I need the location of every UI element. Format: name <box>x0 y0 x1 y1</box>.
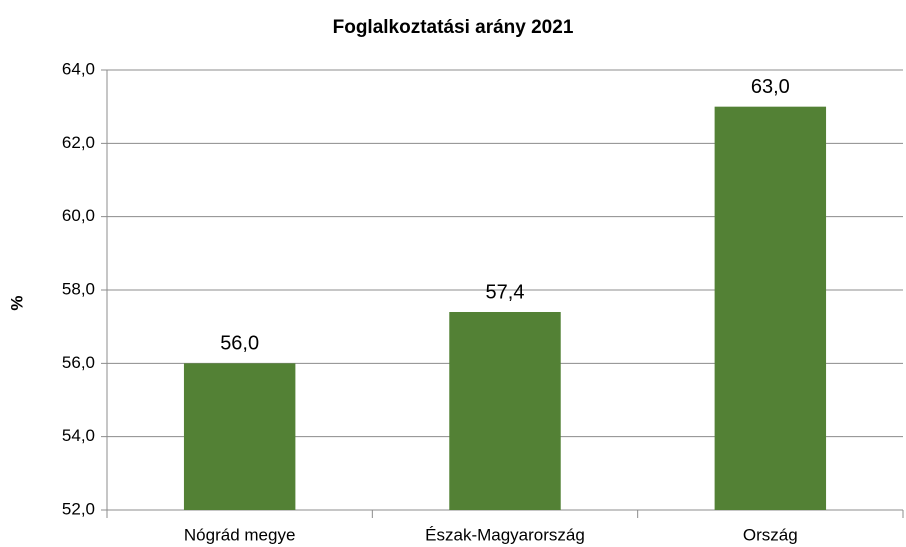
y-axis-label: % <box>7 295 26 310</box>
y-tick-label: 62,0 <box>62 133 95 152</box>
data-label: 56,0 <box>220 333 259 355</box>
y-tick-label: 60,0 <box>62 206 95 225</box>
y-tick-label: 56,0 <box>62 353 95 372</box>
bar <box>714 106 827 511</box>
data-label: 57,4 <box>486 281 525 303</box>
bar <box>449 312 561 510</box>
x-tick-label: Ország <box>743 525 798 544</box>
y-tick-label: 58,0 <box>62 279 95 298</box>
x-tick-label: Észak-Magyarország <box>425 525 585 544</box>
x-tick-label: Nógrád megye <box>184 525 296 544</box>
data-label: 63,0 <box>751 76 790 98</box>
bar <box>183 363 296 510</box>
chart-title: Foglalkoztatási arány 2021 <box>333 17 574 38</box>
y-tick-label: 64,0 <box>62 59 95 78</box>
y-tick-label: 52,0 <box>62 499 95 518</box>
y-tick-label: 54,0 <box>62 426 95 445</box>
